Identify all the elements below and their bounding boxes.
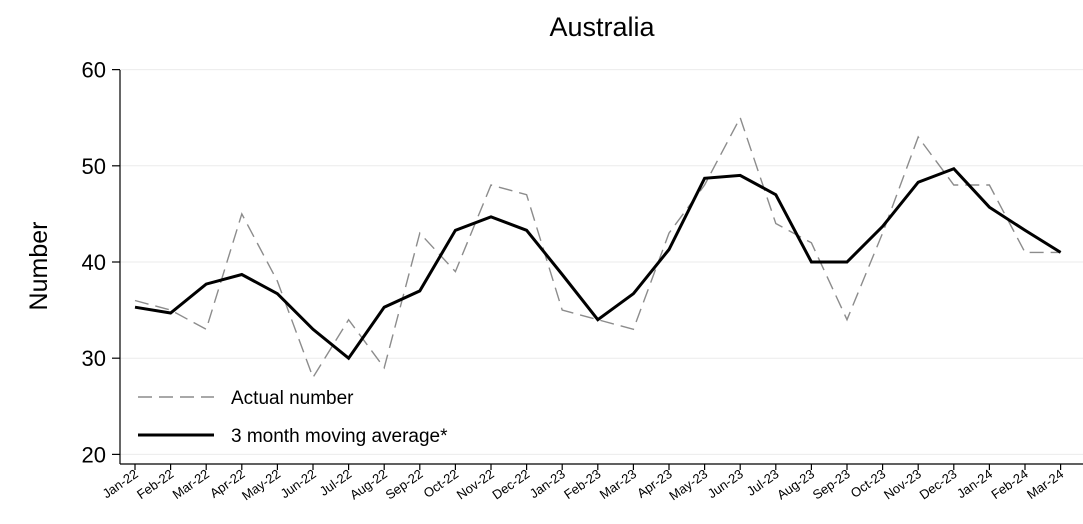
x-tick-label-Mar-22: Mar-22 (170, 466, 212, 502)
x-tick-label-Jan-23: Jan-23 (527, 466, 568, 501)
x-tick-label-Aug-22: Aug-22 (347, 466, 390, 502)
x-tick-label-Feb-22: Feb-22 (134, 466, 176, 502)
x-tick-label-Feb-23: Feb-23 (561, 466, 603, 502)
legend-label-moving-average: 3 month moving average* (231, 426, 448, 447)
gridlines (120, 69, 1083, 455)
x-tick-label-Nov-23: Nov-23 (881, 466, 924, 502)
x-tick-label-Feb-24: Feb-24 (988, 466, 1030, 502)
series-line-moving-average (134, 166, 1062, 361)
y-tick-label-30: 30 (82, 346, 106, 371)
x-tick-label-Dec-23: Dec-23 (917, 466, 960, 502)
y-tick-label-20: 20 (82, 442, 106, 467)
x-tick-label-Sep-22: Sep-22 (383, 466, 426, 502)
x-tick-label-Jun-22: Jun-22 (278, 466, 319, 501)
y-tick-label-40: 40 (82, 250, 106, 275)
legend: Actual number 3 month moving average* (138, 388, 448, 447)
series-line-actual (134, 115, 1061, 379)
x-tick-label-Nov-22: Nov-22 (454, 466, 497, 502)
x-tick-label-Jan-24: Jan-24 (954, 466, 995, 501)
chart-title: Australia (549, 12, 655, 42)
y-axis-label: Number (25, 222, 53, 311)
x-tick-label-Jan-22: Jan-22 (100, 466, 141, 501)
x-tick-label-Oct-22: Oct-22 (421, 466, 462, 501)
x-tick-label-Oct-23: Oct-23 (848, 466, 889, 501)
legend-label-actual: Actual number (231, 388, 354, 409)
x-tick-label-May-23: May-23 (666, 466, 710, 503)
x-tick-label-Jun-23: Jun-23 (705, 466, 746, 501)
y-tick-label-50: 50 (82, 154, 106, 179)
x-tick-label-Sep-23: Sep-23 (810, 466, 853, 502)
x-tick-label-Dec-22: Dec-22 (489, 466, 532, 502)
x-tick-label-Mar-23: Mar-23 (597, 466, 639, 502)
x-tick-label-Aug-23: Aug-23 (774, 466, 817, 502)
series (134, 115, 1062, 379)
x-tick-label-May-22: May-22 (239, 466, 283, 503)
y-tick-label-60: 60 (82, 58, 106, 83)
x-tick-label-Mar-24: Mar-24 (1024, 466, 1066, 502)
